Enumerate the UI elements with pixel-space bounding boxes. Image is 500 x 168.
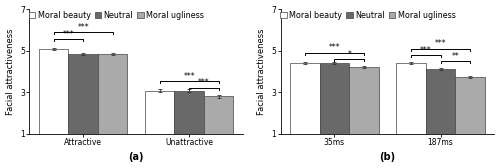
Bar (98, 54, 128, 155)
X-axis label: (b): (b) (380, 152, 396, 162)
Y-axis label: Facial attractiveness: Facial attractiveness (257, 28, 266, 115)
Text: ***: *** (78, 23, 89, 32)
Text: ***: *** (184, 72, 195, 80)
Bar (320, 63, 349, 155)
X-axis label: (a): (a) (128, 152, 144, 162)
Text: *: * (348, 50, 351, 59)
Bar (426, 69, 456, 155)
Bar (39, 49, 68, 155)
Bar (174, 91, 204, 155)
Bar (145, 91, 174, 155)
Text: ***: *** (328, 44, 340, 52)
Y-axis label: Facial attractiveness: Facial attractiveness (6, 28, 15, 115)
Text: ***: *** (420, 46, 432, 55)
Bar (204, 96, 234, 155)
Legend: Moral beauty, Neutral, Moral ugliness: Moral beauty, Neutral, Moral ugliness (280, 11, 456, 20)
Bar (349, 67, 378, 155)
Legend: Moral beauty, Neutral, Moral ugliness: Moral beauty, Neutral, Moral ugliness (29, 11, 204, 20)
Text: ***: *** (434, 39, 446, 48)
Bar (456, 77, 484, 155)
Bar (396, 63, 426, 155)
Text: ***: *** (62, 30, 74, 39)
Text: **: ** (452, 52, 459, 61)
Bar (290, 63, 320, 155)
Bar (68, 54, 98, 155)
Text: ***: *** (198, 78, 209, 87)
